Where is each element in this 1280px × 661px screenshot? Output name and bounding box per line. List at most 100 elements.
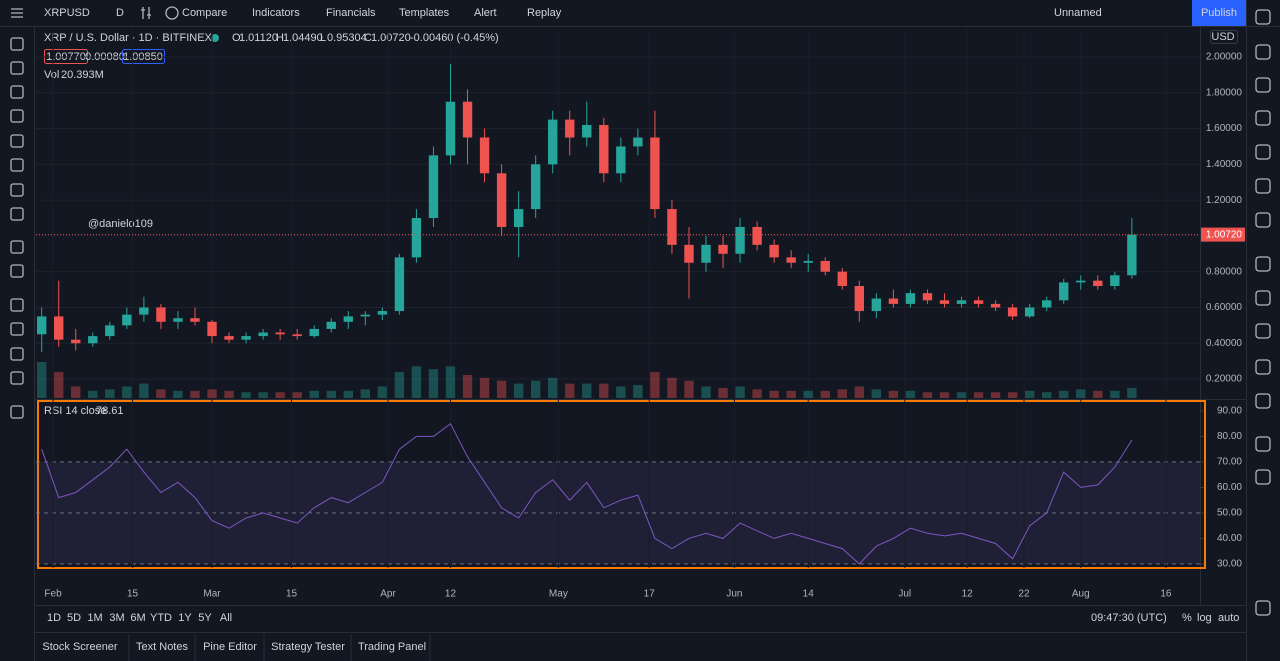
candle-body (241, 336, 251, 340)
y-tick-label: 1.20000 (1206, 195, 1243, 206)
bottom-tab[interactable]: Text Notes (136, 641, 188, 653)
bottom-tab[interactable]: Strategy Tester (271, 641, 345, 653)
volume-bar (735, 386, 745, 398)
publish-button[interactable] (1192, 0, 1246, 26)
layout-name[interactable]: Unnamed (1054, 7, 1102, 19)
tool-icon[interactable] (10, 85, 24, 99)
range-button[interactable]: 5Y (198, 612, 212, 624)
tool-icon[interactable] (10, 240, 24, 254)
sidebar-icon[interactable] (1255, 77, 1271, 93)
range-button[interactable]: 6M (130, 612, 145, 624)
sidebar-icon[interactable] (1255, 9, 1271, 25)
candle-body (54, 316, 64, 340)
candle-body (496, 173, 507, 227)
candle-body (922, 293, 933, 301)
candle-body (530, 164, 541, 210)
range-button[interactable]: YTD (150, 612, 172, 624)
sidebar-icon[interactable] (1255, 212, 1271, 228)
candle-body (411, 218, 422, 258)
sidebar-icon[interactable] (1255, 600, 1271, 616)
volume-bar (667, 377, 677, 398)
sidebar-icon[interactable] (1255, 44, 1271, 60)
range-button[interactable]: 1D (47, 612, 61, 624)
sidebar-icon[interactable] (1255, 144, 1271, 160)
tool-icon[interactable] (10, 158, 24, 172)
ohlc-value: 1.04490 (283, 32, 323, 44)
volume-bar (275, 392, 285, 398)
tool-icon[interactable] (10, 183, 24, 197)
volume-bar (633, 385, 643, 398)
tool-icon[interactable] (10, 37, 24, 51)
volume-bar (445, 366, 456, 398)
tool-icon[interactable] (10, 405, 24, 419)
toolbar-button[interactable]: Replay (527, 7, 562, 19)
percent-toggle[interactable]: % (1182, 612, 1192, 624)
volume-bar (88, 390, 98, 398)
sidebar-icon[interactable] (1255, 178, 1271, 194)
tool-icon[interactable] (10, 134, 24, 148)
volume-bar (190, 390, 200, 398)
toolbar-button[interactable]: Indicators (252, 7, 300, 19)
volume-bar (548, 377, 558, 398)
candle-body (156, 307, 166, 322)
tool-icon[interactable] (10, 298, 24, 312)
range-button[interactable]: 3M (109, 612, 124, 624)
tool-icon[interactable] (10, 264, 24, 278)
range-button[interactable]: 1M (87, 612, 102, 624)
candle-body (990, 303, 1001, 308)
sidebar-icon[interactable] (1255, 393, 1271, 409)
rsi-tick-label: 90.00 (1217, 406, 1242, 417)
candle-body (88, 336, 98, 344)
compare-icon[interactable] (165, 6, 179, 20)
menu-icon[interactable] (11, 8, 23, 18)
bottom-tab[interactable]: Stock Screener (42, 641, 118, 653)
rsi-title: RSI 14 close (44, 405, 106, 417)
sidebar-icon[interactable] (1255, 110, 1271, 126)
volume-bar (1042, 392, 1052, 398)
volume-bar (837, 389, 847, 398)
sidebar-icon[interactable] (1255, 359, 1271, 375)
tool-icon[interactable] (10, 109, 24, 123)
candle-body (173, 318, 183, 322)
auto-toggle[interactable]: auto (1218, 612, 1239, 624)
volume-bar (156, 389, 166, 398)
interval[interactable]: D (116, 7, 124, 19)
x-tick-label: 16 (1160, 589, 1172, 600)
toolbar-button[interactable]: Templates (399, 7, 450, 19)
range-button[interactable]: 1Y (178, 612, 192, 624)
tool-icon[interactable] (10, 371, 24, 385)
candle-body (684, 244, 694, 263)
volume-bar (905, 390, 916, 398)
publish-label[interactable]: Publish (1201, 7, 1237, 19)
symbol[interactable]: XRPUSD (44, 7, 90, 19)
toolbar-button[interactable]: Financials (326, 7, 376, 19)
tool-icon[interactable] (10, 61, 24, 75)
sidebar-icon[interactable] (1255, 323, 1271, 339)
currency-box[interactable] (1210, 30, 1238, 44)
toolbar-button[interactable]: Alert (474, 7, 497, 19)
bottom-tab[interactable]: Trading Panel (358, 641, 426, 653)
range-button[interactable]: 5D (67, 612, 81, 624)
sidebar-icon[interactable] (1255, 290, 1271, 306)
tool-icon[interactable] (10, 322, 24, 336)
range-button[interactable]: All (220, 612, 232, 624)
volume-bar (496, 380, 507, 398)
sidebar-icon[interactable] (1255, 256, 1271, 272)
toolbar-button[interactable]: Compare (182, 7, 227, 19)
ohlc-value: 1.01120 (239, 32, 278, 44)
log-toggle[interactable]: log (1197, 612, 1212, 624)
volume-bar (990, 392, 1001, 398)
currency[interactable]: USD (1211, 31, 1234, 43)
rsi-tick-label: 40.00 (1217, 533, 1242, 544)
volume-bar (582, 383, 592, 398)
volume-bar (173, 390, 183, 398)
vol-value: 20.393M (61, 69, 104, 81)
sidebar-icon[interactable] (1255, 469, 1271, 485)
tool-icon[interactable] (10, 207, 24, 221)
sidebar-icon[interactable] (1255, 436, 1271, 452)
candle-body (479, 137, 490, 174)
tool-icon[interactable] (10, 347, 24, 361)
bottom-tab[interactable]: Pine Editor (203, 641, 257, 653)
chart-style-icon[interactable] (141, 7, 151, 19)
